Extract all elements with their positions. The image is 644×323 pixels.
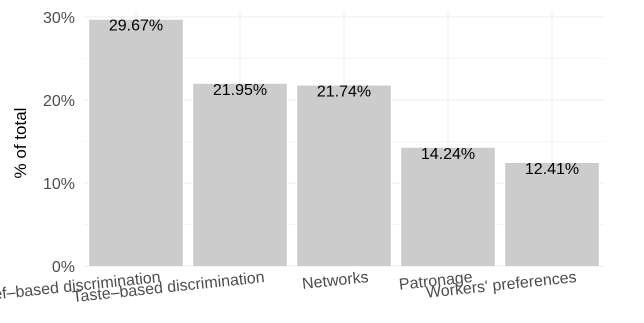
data-label: 21.95% bbox=[213, 82, 267, 99]
data-labels: 29.67% 21.95% 21.74% 14.24% 12.41% bbox=[109, 18, 579, 178]
bar bbox=[401, 147, 495, 266]
y-tick-label: 30% bbox=[43, 10, 75, 27]
bar bbox=[193, 83, 287, 266]
bars bbox=[89, 19, 599, 267]
bar bbox=[89, 19, 183, 267]
data-label: 14.24% bbox=[421, 146, 475, 163]
bar bbox=[505, 162, 599, 266]
bar bbox=[297, 85, 391, 266]
y-axis-tick-labels: 0% 10% 20% 30% bbox=[43, 10, 75, 276]
y-axis-title: % of total bbox=[11, 108, 30, 179]
y-tick-label: 20% bbox=[43, 93, 75, 110]
data-label: 12.41% bbox=[525, 161, 579, 178]
data-label: 29.67% bbox=[109, 18, 163, 35]
y-tick-label: 0% bbox=[52, 259, 75, 276]
data-label: 21.74% bbox=[317, 84, 371, 101]
y-tick-label: 10% bbox=[43, 176, 75, 193]
x-tick-label: Networks bbox=[301, 269, 369, 293]
